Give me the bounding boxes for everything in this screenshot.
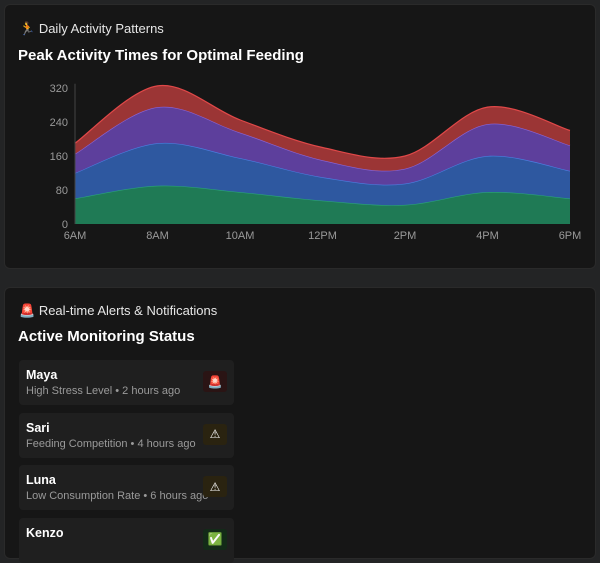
activity-card: 🏃 Daily Activity Patterns Peak Activity … <box>4 4 596 269</box>
alert-item[interactable]: Maya High Stress Level • 2 hours ago 🚨 <box>19 360 234 405</box>
siren-icon: 🚨 <box>19 303 36 318</box>
y-tick-label: 160 <box>50 151 68 163</box>
alert-name: Maya <box>26 368 58 382</box>
runner-icon: 🏃 <box>19 21 36 36</box>
alert-name: Sari <box>26 420 50 435</box>
x-tick-label: 12PM <box>308 230 337 242</box>
alert-item[interactable]: Sari Feeding Competition • 4 hours ago ⚠ <box>19 412 234 458</box>
alerts-title: Active Monitoring Status <box>18 328 195 345</box>
activity-section-header: 🏃 Daily Activity Patterns <box>19 21 164 37</box>
x-tick-label: 2PM <box>394 230 417 242</box>
series-area-1 <box>75 142 570 206</box>
y-tick-label: 240 <box>50 117 68 129</box>
check-icon: ✅ <box>203 528 227 550</box>
x-tick-label: 6PM <box>559 230 582 242</box>
x-tick-label: 10AM <box>226 230 255 242</box>
section-label: Real-time Alerts & Notifications <box>38 303 218 318</box>
y-tick-label: 0 <box>62 219 68 231</box>
series-area-0 <box>75 185 570 224</box>
alert-name: Kenzo <box>26 525 64 540</box>
chart-title: Peak Activity Times for Optimal Feeding <box>18 47 304 64</box>
alert-badge-glyph: ✅ <box>207 532 223 546</box>
warning-icon: ⚠ <box>203 423 227 445</box>
siren-icon: 🚨 <box>203 371 227 392</box>
alert-detail: High Stress Level • 2 hours ago <box>26 385 181 397</box>
alerts-card: 🚨 Real-time Alerts & Notifications Activ… <box>4 287 596 563</box>
x-tick-label: 4PM <box>476 230 499 242</box>
alert-detail: Low Consumption Rate • 6 hours ago <box>26 490 209 502</box>
y-tick-label: 320 <box>50 83 68 95</box>
alert-item[interactable]: Luna Low Consumption Rate • 6 hours ago … <box>19 465 234 510</box>
series-area-3 <box>75 85 570 171</box>
series-line-3 <box>74 85 571 159</box>
alert-item[interactable]: Kenzo ✅ <box>19 517 234 563</box>
alert-badge-glyph: ⚠ <box>209 479 221 494</box>
alert-badge-glyph: 🚨 <box>207 374 223 389</box>
stacked-area-chart: 0 80 160 240 320 6AM 8AM 10AM 12PM 2PM 4PM 6PM <box>50 83 582 242</box>
y-tick-label: 80 <box>56 185 68 197</box>
x-tick-label: 6AM <box>64 230 87 242</box>
x-tick-label: 8AM <box>146 230 169 242</box>
section-label: Daily Activity Patterns <box>38 21 164 36</box>
alert-name: Luna <box>26 473 56 487</box>
alert-detail: Feeding Competition • 4 hours ago <box>26 437 196 450</box>
warning-icon: ⚠ <box>203 476 227 497</box>
series-area-2 <box>75 106 570 185</box>
alerts-section-header: 🚨 Real-time Alerts & Notifications <box>19 303 217 319</box>
alert-badge-glyph: ⚠ <box>209 427 221 441</box>
